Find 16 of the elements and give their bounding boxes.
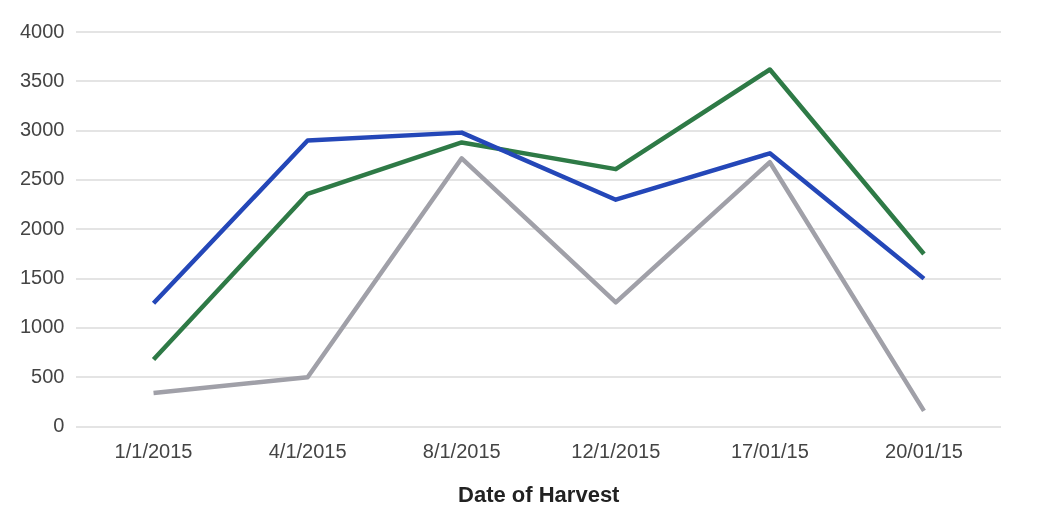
y-tick-label: 0 xyxy=(53,414,65,437)
y-tick-label: 3500 xyxy=(19,68,65,91)
y-tick-label: 1000 xyxy=(19,315,65,338)
x-tick-label: 4/1/2015 xyxy=(268,440,347,463)
x-axis-title: Date of Harvest xyxy=(458,481,621,507)
x-tick-label: 17/01/15 xyxy=(730,440,809,463)
y-tick-label: 1500 xyxy=(19,266,65,289)
x-tick-label: 1/1/2015 xyxy=(114,440,193,463)
y-tick-label: 2500 xyxy=(19,167,65,190)
x-tick-label: 20/01/15 xyxy=(885,440,963,463)
x-tick-label: 8/1/2015 xyxy=(422,440,501,463)
y-tick-label: 2000 xyxy=(19,216,65,239)
x-tick-label: 12/1/2015 xyxy=(571,440,661,463)
y-tick-label: 3000 xyxy=(19,118,65,141)
y-tick-label: 500 xyxy=(31,364,65,387)
y-tick-label: 4000 xyxy=(19,19,65,42)
